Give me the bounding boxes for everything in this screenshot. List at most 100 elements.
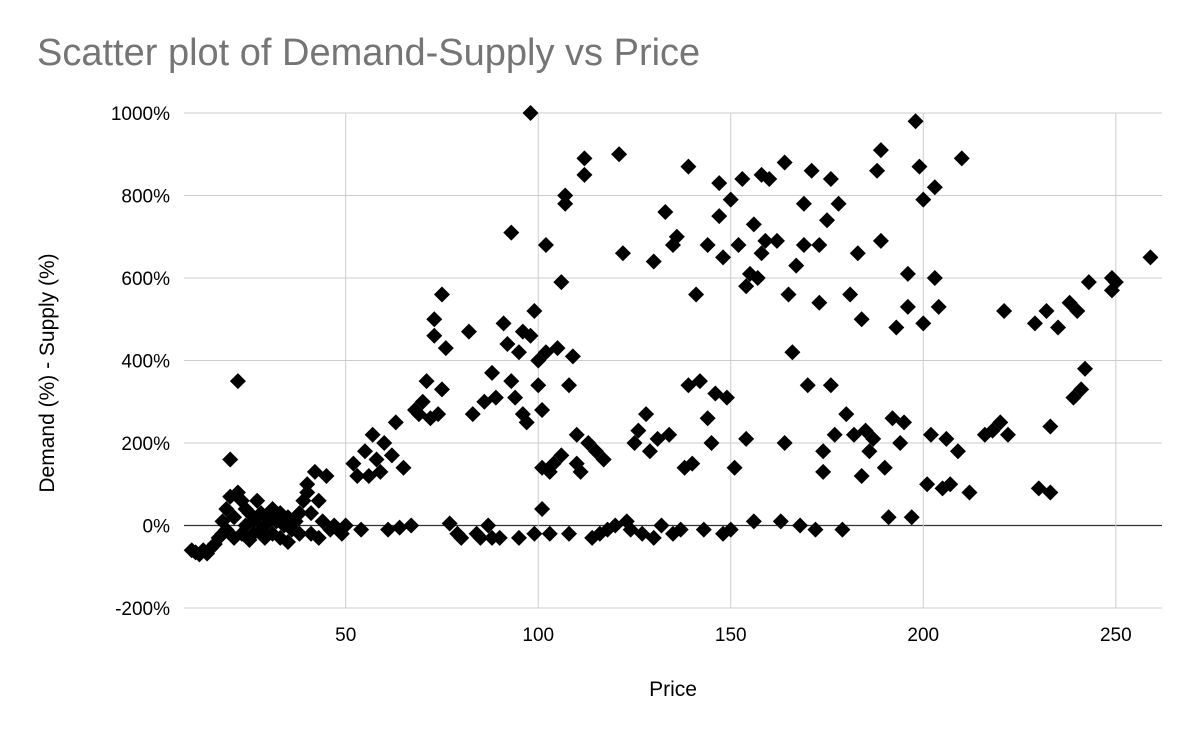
data-point [576, 166, 593, 183]
data-point [576, 150, 593, 167]
data-point [842, 286, 859, 303]
data-point [518, 414, 535, 431]
data-point [499, 336, 516, 352]
data-point [414, 393, 431, 410]
data-point [684, 455, 701, 472]
data-point [349, 468, 366, 484]
data-point [899, 298, 916, 315]
data-point [645, 529, 662, 546]
data-point [549, 340, 566, 357]
x-tick-label: 50 [335, 625, 356, 646]
data-point [487, 389, 504, 406]
data-point [437, 340, 454, 357]
data-point [838, 406, 855, 423]
data-point [849, 245, 866, 262]
data-point [792, 517, 809, 534]
y-axis-ticks: -200% 0% 200% 400% 600% 800% 1000% [111, 104, 170, 620]
data-point [568, 426, 585, 443]
data-point [557, 187, 574, 204]
data-point [961, 484, 978, 501]
data-point [749, 270, 766, 286]
data-point [526, 525, 543, 542]
data-point [1042, 418, 1059, 435]
data-point [734, 171, 751, 187]
data-point [564, 348, 581, 365]
data-point [938, 430, 955, 447]
data-point [703, 435, 720, 451]
data-point [853, 311, 870, 328]
data-point [310, 492, 327, 509]
data-point [822, 171, 839, 187]
data-point [1080, 274, 1097, 291]
data-point [672, 521, 689, 538]
data-point [299, 484, 316, 501]
data-point [1076, 360, 1093, 377]
data-point [876, 459, 893, 476]
data-point [768, 232, 785, 249]
data-point [1073, 381, 1090, 398]
data-point [942, 476, 959, 493]
data-point [992, 414, 1009, 431]
data-point [896, 414, 913, 431]
data-point [861, 443, 878, 460]
data-point [730, 237, 747, 253]
data-point [799, 377, 816, 394]
data-point [534, 402, 551, 418]
data-point [872, 232, 889, 249]
data-point [853, 468, 870, 484]
data-point [776, 435, 793, 451]
data-point [996, 303, 1013, 319]
data-point [1042, 484, 1059, 501]
data-point [418, 373, 435, 390]
data-point [880, 509, 897, 526]
data-point [480, 517, 497, 534]
data-point [229, 373, 246, 390]
data-point [484, 364, 501, 381]
data-point [776, 154, 793, 171]
data-point [795, 195, 812, 212]
data-point [815, 443, 832, 460]
data-point [537, 237, 554, 253]
data-point [541, 525, 558, 542]
data-point [907, 113, 924, 130]
data-point [503, 224, 520, 241]
data-point [353, 521, 370, 538]
data-point [745, 216, 762, 233]
data-point [614, 245, 631, 262]
data-point [595, 451, 612, 468]
x-tick-label: 250 [1100, 625, 1132, 646]
data-point [1142, 249, 1159, 266]
chart-title: Scatter plot of Demand-Supply vs Price [37, 32, 701, 74]
data-point [772, 513, 789, 530]
data-point [226, 509, 243, 526]
data-point [441, 515, 458, 532]
data-point [780, 286, 797, 303]
data-point [522, 327, 539, 344]
data-point [691, 373, 708, 390]
data-point [433, 286, 450, 303]
data-point [915, 191, 932, 208]
data-point [337, 517, 354, 534]
data-point [380, 521, 397, 538]
data-point [291, 525, 308, 542]
data-point [364, 426, 381, 443]
data-point [668, 228, 685, 245]
data-point [561, 377, 578, 394]
data-point [922, 426, 939, 443]
data-point [715, 249, 732, 266]
data-point [249, 492, 266, 509]
data-point [376, 435, 393, 451]
data-point [303, 505, 320, 522]
x-tick-label: 200 [907, 625, 939, 646]
data-point [711, 175, 728, 192]
x-axis-label: Price [649, 678, 697, 701]
data-point [553, 447, 570, 464]
data-point [815, 463, 832, 480]
data-point [1026, 315, 1043, 332]
data-point [553, 274, 570, 291]
data-point [699, 237, 716, 253]
data-point [426, 311, 443, 328]
data-point [926, 270, 943, 286]
data-point [915, 315, 932, 332]
